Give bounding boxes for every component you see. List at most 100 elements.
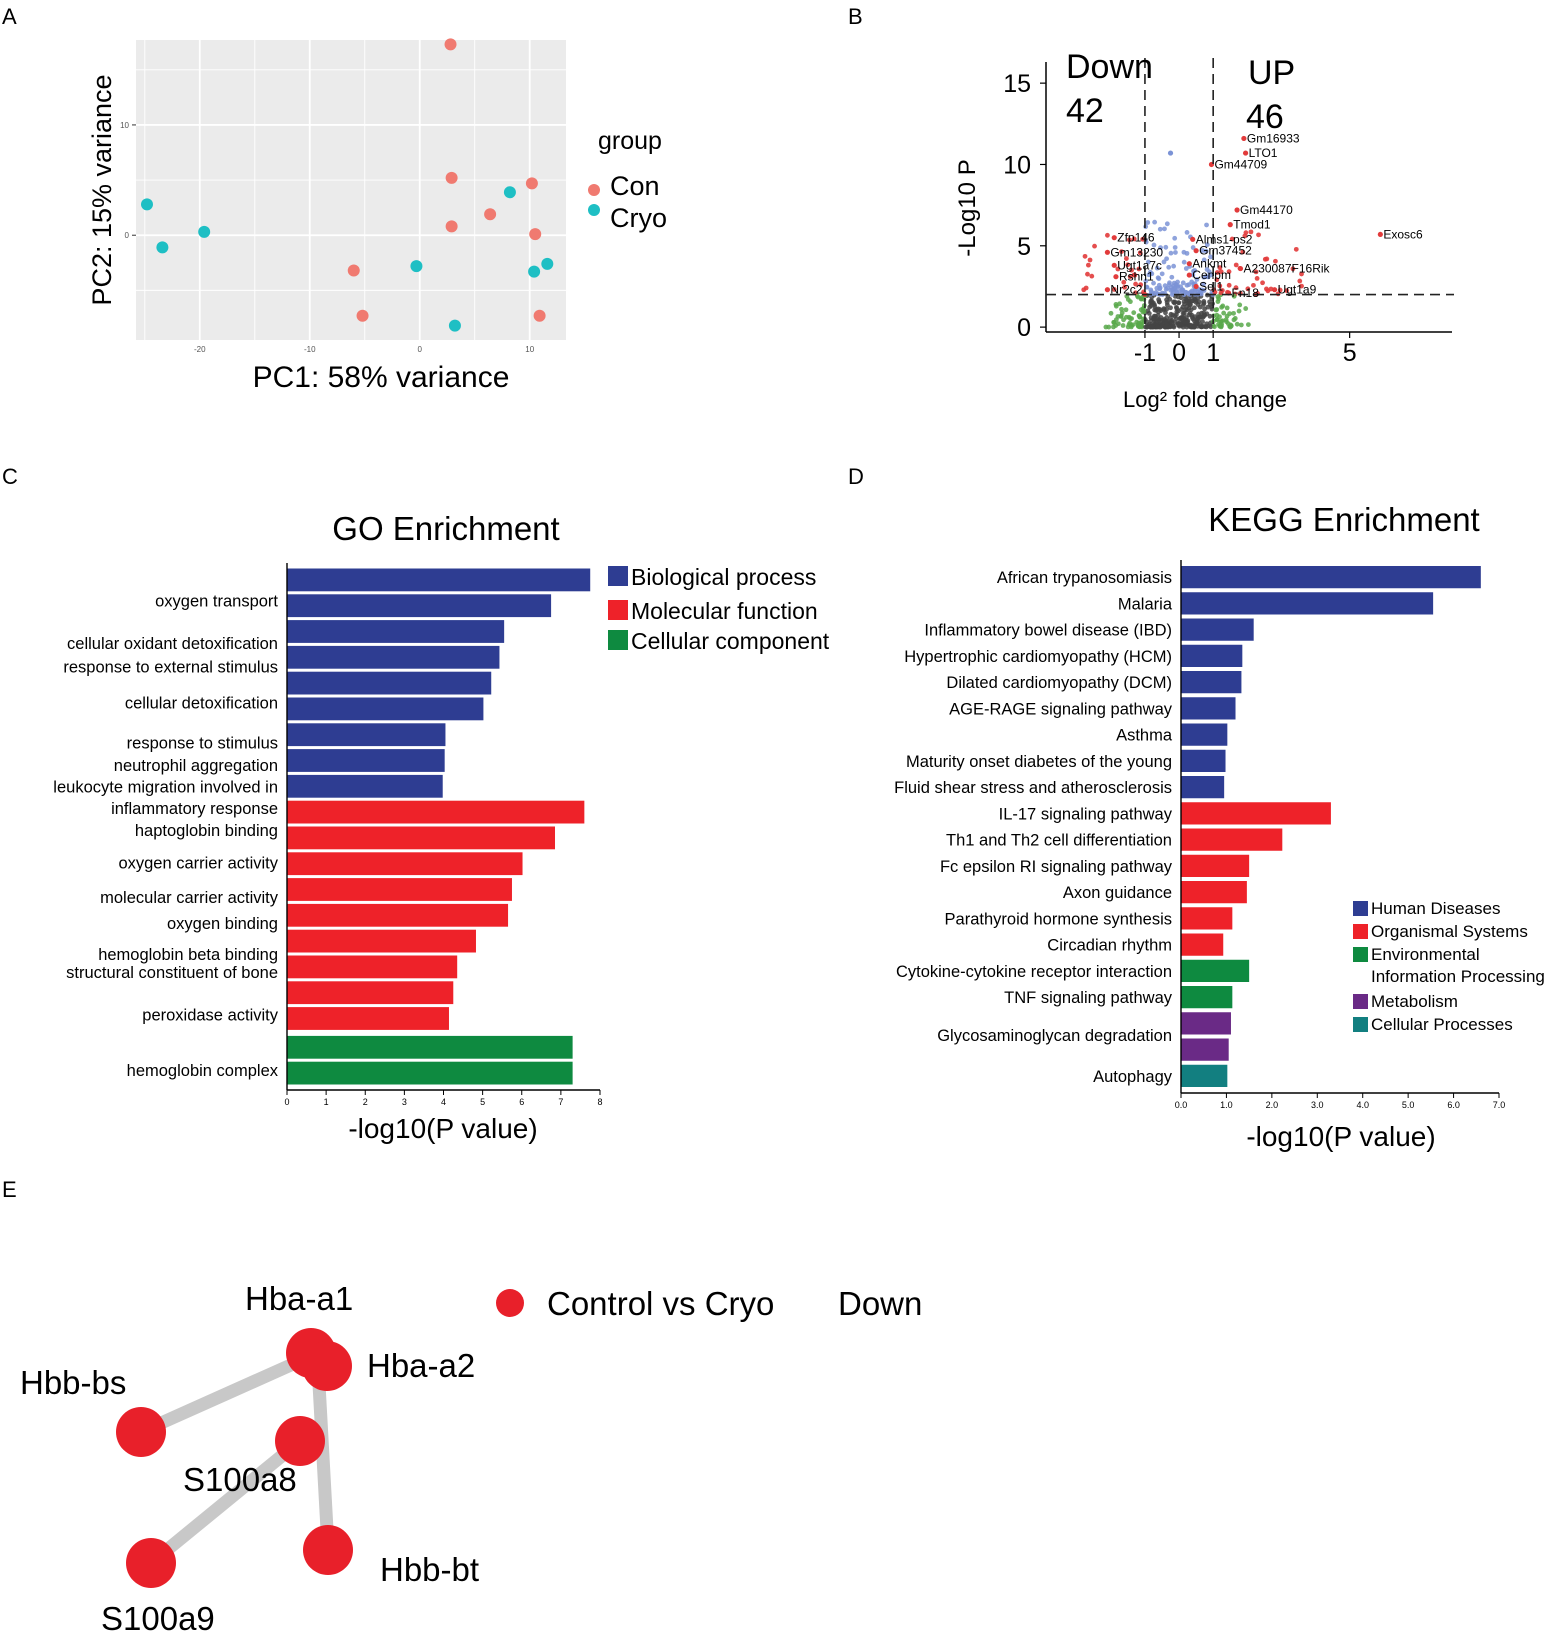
volcano-point (1193, 299, 1199, 305)
volcano-point (1163, 244, 1169, 250)
volcano-point-labeled (1113, 274, 1119, 280)
go-bar (287, 826, 556, 850)
go-bar (287, 852, 523, 876)
volcano-point-labeled (1227, 222, 1233, 228)
volcano-point (1233, 285, 1239, 291)
kegg-row-label: Autophagy (1093, 1068, 1173, 1086)
network-label-s100a8: S100a8 (183, 1461, 297, 1498)
go-x-axis: 0 1 2 3 4 5 6 7 8 (284, 563, 603, 1107)
go-bar (287, 723, 446, 747)
volcano-point-labeled (1186, 261, 1192, 267)
go-bar (287, 749, 445, 772)
pca-point-cryo (140, 198, 153, 211)
volcano-point (1123, 307, 1129, 313)
kegg-bar (1181, 1012, 1231, 1035)
volcano-point (1169, 292, 1175, 297)
volcano-point (1145, 259, 1151, 265)
volcano-point (1129, 267, 1134, 273)
go-legend-swatch-cell (608, 630, 628, 650)
volcano-point (1233, 262, 1239, 268)
volcano-point (1113, 317, 1119, 322)
volcano-point (1148, 303, 1154, 309)
volcano-point (1172, 285, 1178, 291)
pca-legend-swatch-cryo (588, 204, 600, 216)
kegg-bar (1181, 671, 1242, 694)
volcano-point (1092, 243, 1097, 249)
panel-letter-d: D (848, 464, 864, 489)
volcano-point (1214, 270, 1220, 275)
volcano-point (1122, 284, 1128, 290)
volcano-point (1202, 324, 1208, 329)
volcano-point (1218, 269, 1224, 275)
go-x-tick-label: 3 (402, 1097, 407, 1107)
volcano-background-points (1081, 135, 1383, 330)
volcano-point (1277, 287, 1283, 293)
volcano-point (1183, 289, 1189, 295)
volcano-up-label: UP (1248, 54, 1295, 92)
volcano-point (1135, 294, 1141, 300)
go-row-label: haptoglobin binding (135, 822, 278, 840)
volcano-point (1216, 321, 1221, 327)
go-x-axis-label: -log10(P value) (348, 1113, 537, 1144)
go-bar (287, 1007, 449, 1030)
volcano-point (1140, 236, 1146, 242)
volcano-point (1299, 283, 1304, 289)
pca-x-tick-label: -20 (194, 345, 206, 354)
kegg-row-label: Dilated cardiomyopathy (DCM) (946, 674, 1172, 692)
volcano-y-tick-label: 15 (1003, 70, 1031, 98)
kegg-bar (1181, 723, 1228, 746)
go-row-label: response to stimulus (127, 734, 278, 752)
network-legend-label: Control vs Cryo (547, 1285, 774, 1322)
volcano-point (1217, 283, 1223, 289)
kegg-bar (1181, 933, 1224, 956)
volcano-point-labeled (1234, 207, 1240, 213)
volcano-point (1162, 226, 1167, 232)
volcano-y-axis-label: -Log10 P (954, 159, 981, 256)
kegg-bar (1181, 986, 1233, 1009)
pca-x-tick-label: 10 (525, 345, 534, 354)
kegg-bar (1181, 1038, 1229, 1061)
volcano-point (1245, 322, 1251, 328)
volcano-point (1220, 303, 1226, 309)
volcano-point (1083, 285, 1089, 291)
volcano-point (1115, 266, 1121, 272)
volcano-gene-label: Zfp146 (1117, 231, 1155, 245)
pca-x-tick-label: 0 (418, 345, 423, 354)
kegg-x-tick-label: 4.0 (1356, 1100, 1369, 1110)
volcano-point (1125, 262, 1131, 268)
volcano-point (1229, 236, 1235, 242)
kegg-x-axis: 0.0 1.0 2.0 3.0 4.0 5.0 6.0 7.0 (1175, 560, 1505, 1110)
kegg-row-label: Asthma (1116, 727, 1173, 745)
volcano-point-labeled (1190, 236, 1196, 242)
volcano-point (1159, 322, 1164, 328)
volcano-point (1226, 269, 1232, 275)
volcano-gene-label: Gm16933 (1247, 131, 1300, 145)
volcano-point-labeled (1193, 283, 1199, 290)
volcano-point (1119, 306, 1124, 312)
volcano-point (1138, 282, 1144, 288)
pca-x-axis-label: PC1: 58% variance (253, 361, 510, 394)
kegg-enrichment-panel: KEGG Enrichment African trypanosomiasis M… (894, 501, 1545, 1152)
volcano-point (1237, 302, 1243, 308)
pca-point-cryo (156, 241, 169, 254)
kegg-legend-label-environmental: Environmental (1371, 945, 1480, 964)
go-bar (287, 929, 476, 953)
volcano-point (1206, 269, 1212, 275)
volcano-point (1163, 286, 1169, 292)
kegg-bar (1181, 802, 1331, 825)
volcano-point (1144, 284, 1150, 290)
volcano-point (1085, 271, 1090, 277)
volcano-point (1248, 229, 1254, 235)
volcano-gene-label: Rshn1 (1119, 270, 1154, 284)
network-label-hbb-bt: Hbb-bt (380, 1551, 479, 1588)
volcano-point (1137, 324, 1143, 330)
network-node-s100a9 (126, 1538, 176, 1588)
pca-point-con (347, 264, 360, 277)
kegg-row-label: Hypertrophic cardiomyopathy (HCM) (904, 648, 1172, 666)
volcano-point (1152, 219, 1158, 225)
volcano-point (1171, 263, 1177, 269)
volcano-point (1256, 232, 1261, 238)
volcano-point (1127, 299, 1133, 305)
volcano-gene-label: Exosc6 (1383, 227, 1423, 241)
